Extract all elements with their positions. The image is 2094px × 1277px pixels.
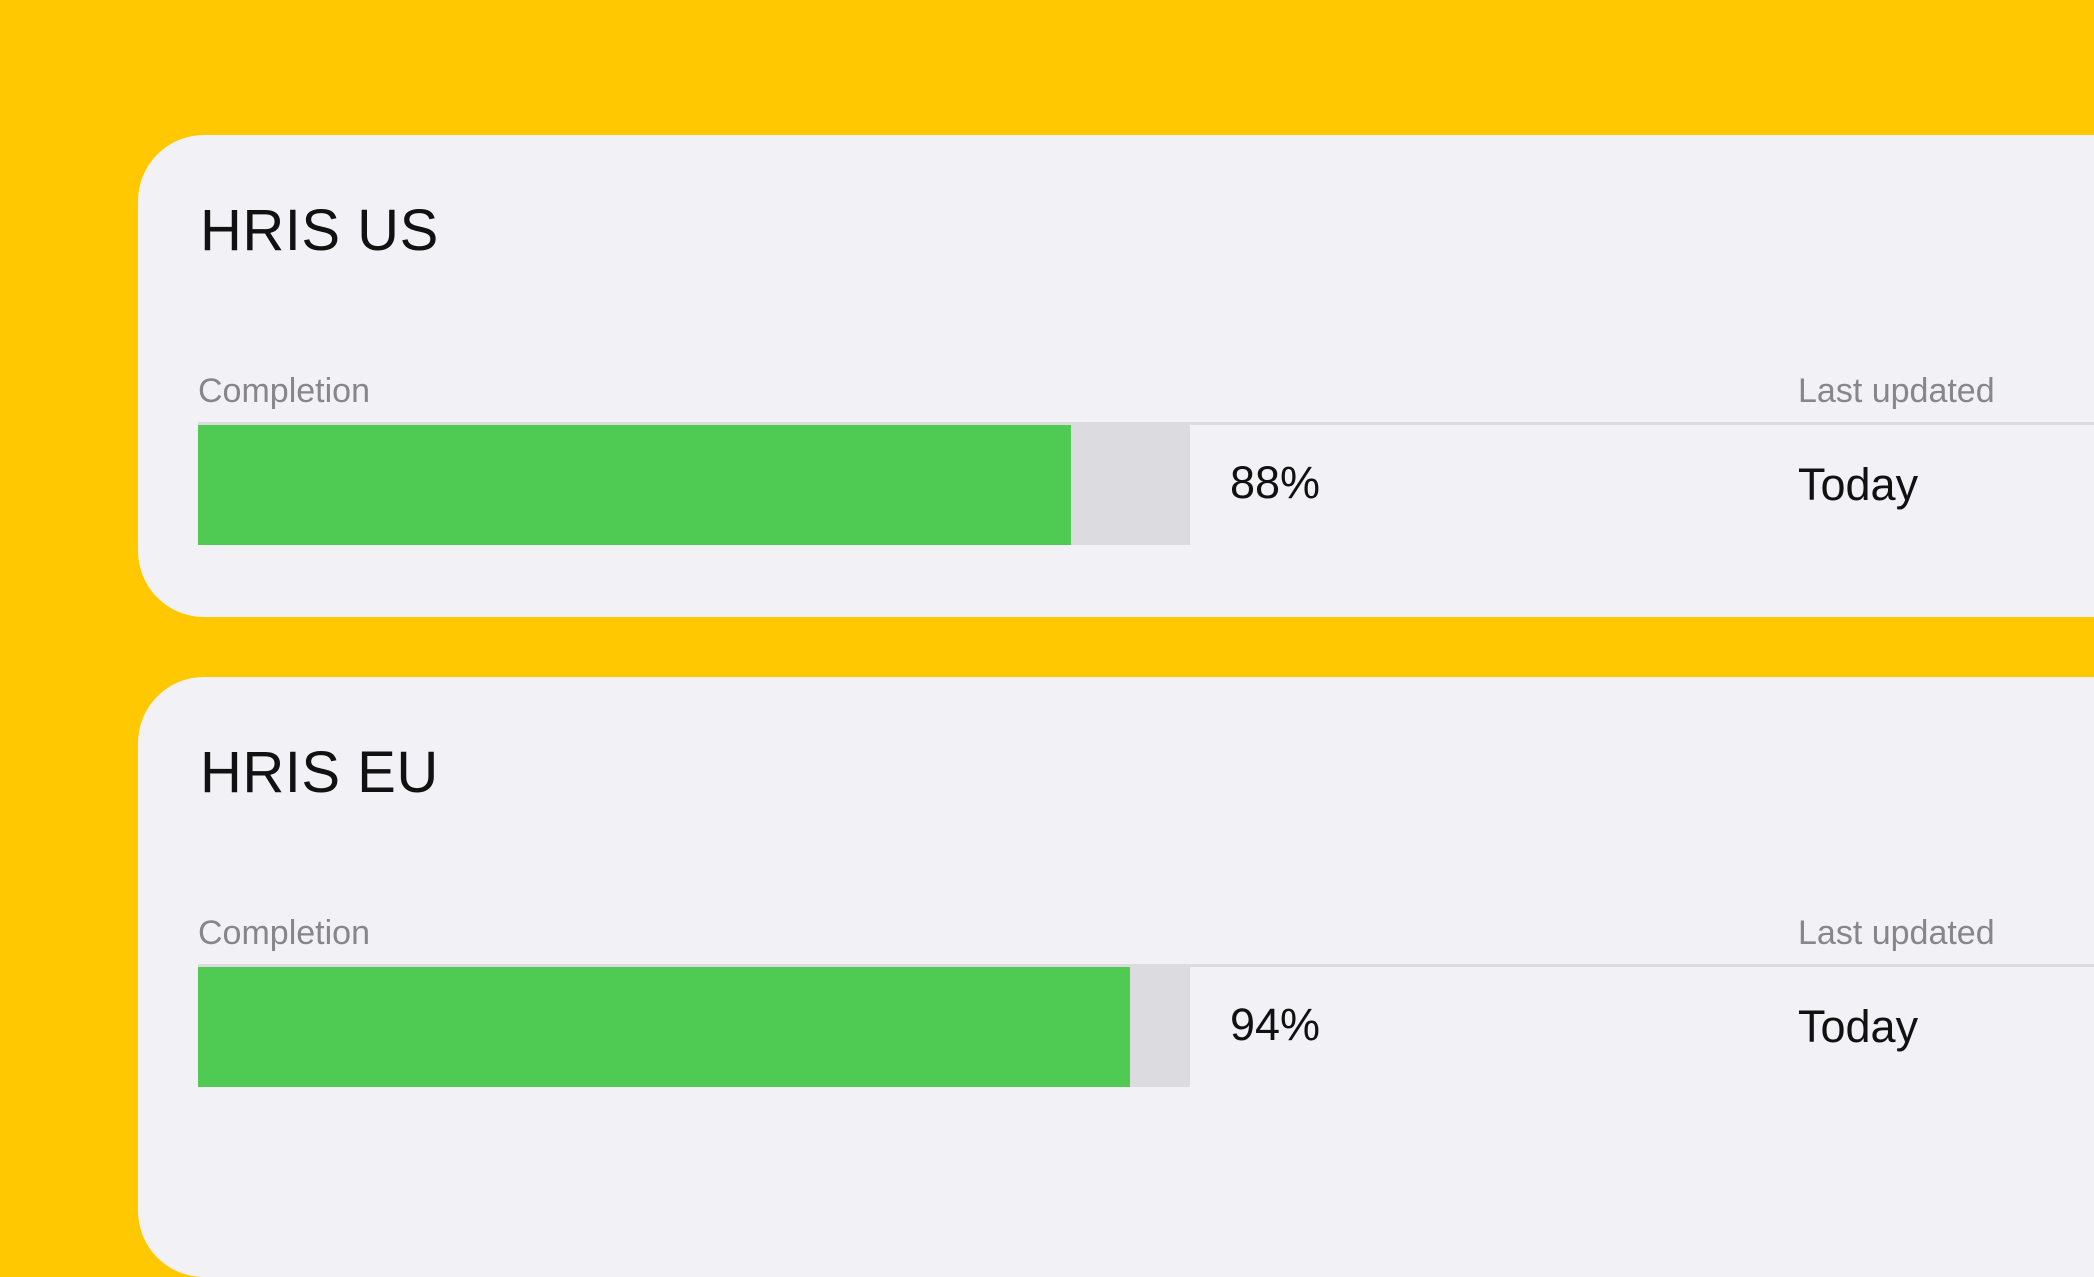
last-updated-label: Last updated xyxy=(1798,372,1995,410)
completion-value: 88% xyxy=(1230,457,1321,508)
progress-fill xyxy=(198,425,1071,545)
divider xyxy=(198,422,2094,425)
completion-progress-bar xyxy=(198,425,1190,545)
last-updated-value: Today xyxy=(1798,459,1919,510)
completion-label: Completion xyxy=(198,372,370,410)
last-updated-value: Today xyxy=(1798,1001,1919,1052)
integration-card-hris-us[interactable]: HRIS US Completion Last updated 88% Toda… xyxy=(138,135,2094,617)
completion-value: 94% xyxy=(1230,999,1321,1050)
completion-label: Completion xyxy=(198,914,370,952)
card-title: HRIS EU xyxy=(200,740,439,805)
completion-progress-bar xyxy=(198,967,1190,1087)
card-title: HRIS US xyxy=(200,198,439,263)
last-updated-label: Last updated xyxy=(1798,914,1995,952)
integration-card-hris-eu[interactable]: HRIS EU Completion Last updated 94% Toda… xyxy=(138,677,2094,1277)
divider xyxy=(198,964,2094,967)
progress-fill xyxy=(198,967,1131,1087)
